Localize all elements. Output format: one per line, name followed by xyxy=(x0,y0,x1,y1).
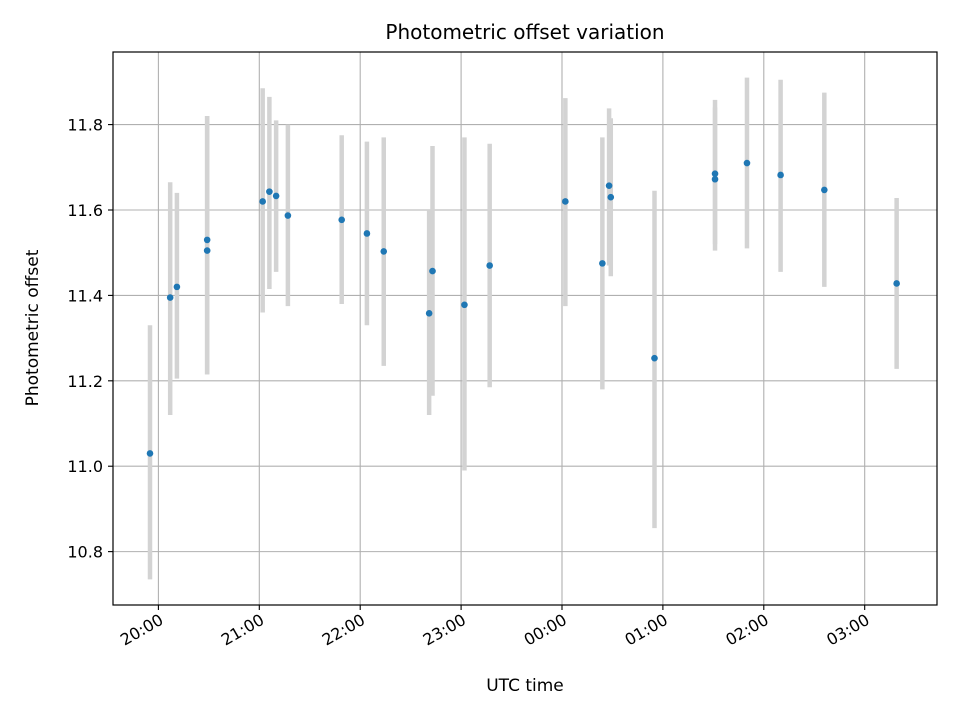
x-tick-label: 03:00 xyxy=(823,610,872,650)
data-point xyxy=(266,188,273,195)
x-tick-label: 01:00 xyxy=(621,610,670,650)
y-tick-label: 11.4 xyxy=(67,286,103,305)
y-tick-label: 10.8 xyxy=(67,543,103,562)
data-point xyxy=(363,230,371,237)
data-point xyxy=(821,186,828,194)
data-point xyxy=(272,192,280,200)
data-point xyxy=(651,354,658,362)
y-tick-label: 11.0 xyxy=(67,457,103,476)
data-point xyxy=(893,280,900,287)
data-point xyxy=(380,248,388,255)
data-point xyxy=(166,294,174,301)
data-point xyxy=(486,262,493,269)
data-point xyxy=(461,301,468,309)
data-point xyxy=(743,159,751,167)
chart-title: Photometric offset variation xyxy=(385,20,664,44)
x-tick-label: 21:00 xyxy=(218,610,267,650)
tick-layer: 20:00 21:00 22:00 23:00 00:00 01:00 02:00 03:00… xyxy=(67,116,872,650)
x-tick-label: 20:00 xyxy=(117,610,166,650)
data-point xyxy=(711,175,719,183)
data-point xyxy=(338,216,346,224)
data-point xyxy=(259,198,266,205)
x-tick-label: 02:00 xyxy=(722,610,771,650)
x-axis-label: UTC time xyxy=(486,676,564,696)
x-tick-label: 23:00 xyxy=(420,610,469,650)
data-point xyxy=(605,182,613,189)
data-point xyxy=(203,236,211,244)
data-point xyxy=(562,198,569,205)
data-point xyxy=(429,267,436,275)
data-point xyxy=(173,283,181,291)
data-point xyxy=(146,450,154,457)
x-tick-label: 00:00 xyxy=(521,610,570,650)
x-tick-label: 22:00 xyxy=(319,610,368,650)
y-tick-label: 11.2 xyxy=(67,372,103,391)
data-point xyxy=(599,260,606,267)
errorbar-layer xyxy=(147,77,899,580)
data-point xyxy=(284,212,292,219)
data-point xyxy=(203,247,211,254)
y-tick-label: 11.6 xyxy=(67,201,103,220)
data-point xyxy=(607,193,615,201)
data-point xyxy=(777,171,784,179)
data-point xyxy=(425,310,433,317)
grid-layer xyxy=(113,52,937,605)
y-axis-label: Photometric offset xyxy=(23,249,43,406)
y-tick-label: 11.8 xyxy=(67,116,103,135)
data-point xyxy=(711,170,719,178)
plot-frame xyxy=(112,51,938,606)
point-layer xyxy=(146,159,900,457)
